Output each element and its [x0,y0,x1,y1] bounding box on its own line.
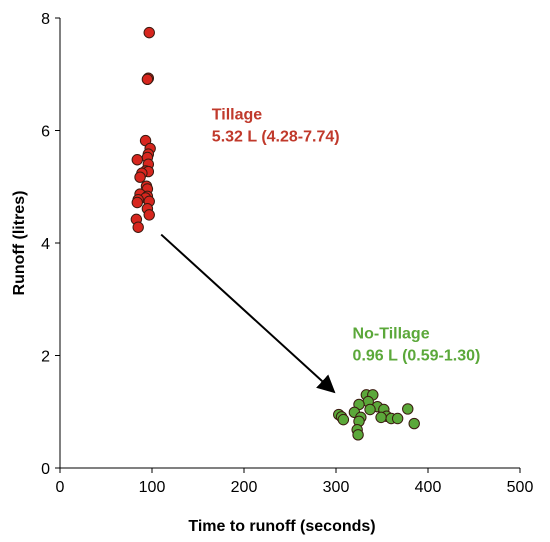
x-tick-label: 300 [323,479,350,496]
data-points [130,26,420,441]
y-tick-label: 4 [41,236,50,253]
data-point [131,196,143,209]
x-tick-label: 200 [231,479,258,496]
x-tick-label: 100 [139,479,166,496]
annotations: Tillage 5.32 L (4.28-7.74) No-Tillage 0.96 … [160,106,481,394]
data-point [132,221,144,233]
y-axis-title: Runoff (litres) [11,191,28,296]
series-tillage [130,26,156,233]
y-tick-label: 8 [41,11,50,28]
y-tick-label: 2 [41,349,50,366]
series-no-tillage [333,389,420,441]
data-point [131,154,143,166]
data-point [143,26,155,39]
notillage-annotation-line: No-Tillage [353,326,430,343]
x-tick-label: 500 [507,479,534,496]
y-tick-label: 0 [41,461,50,478]
y-tick-label: 6 [41,124,50,141]
data-point [364,403,376,416]
data-point [408,417,420,430]
tillage-annotation-line: Tillage [212,106,262,123]
data-point [143,209,155,221]
tillage-annotation-line: 5.32 L (4.28-7.74) [212,128,340,145]
x-tick-label: 400 [415,479,442,496]
notillage-annotation-line: 0.96 L (0.59-1.30) [353,348,481,365]
data-point [375,411,387,424]
trend-arrow [160,233,336,394]
x-axis-title: Time to runoff (seconds) [188,518,375,535]
data-point [402,403,414,415]
data-point [141,73,154,86]
data-point [134,171,146,183]
data-point [337,413,350,426]
data-point [391,412,404,425]
x-tick-label: 0 [56,479,65,496]
data-point [352,429,364,441]
axes: 0 100 200 300 400 500 0 2 4 6 8 Time to runoff (sec… [11,11,533,535]
